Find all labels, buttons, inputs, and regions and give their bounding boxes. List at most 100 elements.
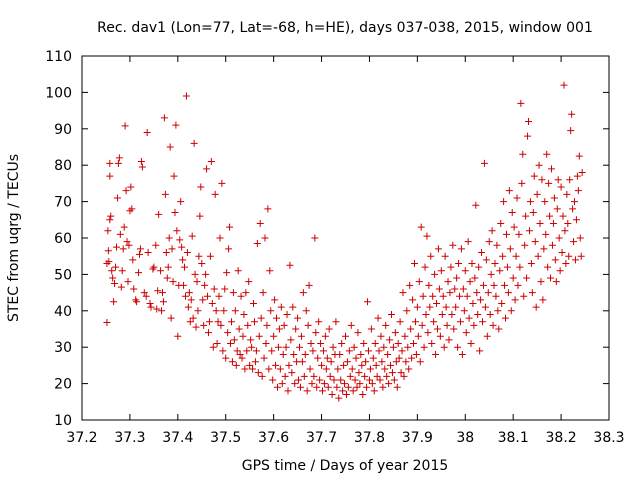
data-point [205,318,213,326]
data-point [322,365,330,373]
data-point [142,292,150,300]
data-point [177,198,185,206]
x-tick-label: 37.6 [258,430,289,446]
data-point [393,383,401,391]
data-point [502,230,510,238]
data-point [211,190,219,198]
data-point [538,176,546,184]
data-point [361,372,369,380]
data-point [352,354,360,362]
data-point [191,270,199,278]
data-point [166,143,174,151]
data-point [165,234,173,242]
data-point [479,281,487,289]
data-point [493,241,501,249]
data-point [574,187,582,195]
data-point [123,238,131,246]
data-point [257,314,265,322]
data-point [329,343,337,351]
data-point [505,187,513,195]
data-point [104,227,112,235]
data-point [514,281,522,289]
data-point [113,194,121,202]
data-point [478,249,486,257]
data-point [359,391,367,399]
data-point [214,318,222,326]
data-point [552,278,560,286]
data-point [495,325,503,333]
data-point [523,274,531,282]
chart-title: Rec. dav1 (Lon=77, Lat=-68, h=HE), days … [97,20,593,36]
data-point [525,227,533,235]
data-point [491,259,499,267]
data-point [261,234,269,242]
data-point [480,159,488,167]
y-axis-title: STEC from uqrg / TECUs [6,154,22,322]
data-point [222,354,230,362]
data-point [135,250,143,258]
data-point [127,183,135,191]
data-point [226,223,234,231]
data-point [149,265,157,273]
data-point [434,245,442,253]
data-point [305,281,313,289]
x-tick-label: 38.1 [498,430,529,446]
data-point [420,343,428,351]
data-point [489,321,497,329]
data-point [503,263,511,271]
data-point [160,114,168,122]
data-point [560,81,568,89]
data-point [570,238,578,246]
data-point [367,325,375,333]
data-point [159,298,167,306]
data-point [356,380,364,388]
data-point [116,230,124,238]
data-point [334,365,342,373]
data-point [106,159,114,167]
data-point [192,323,200,331]
data-point [472,201,480,209]
data-point [245,278,253,286]
data-point [173,227,181,235]
data-point [577,252,585,260]
data-point [215,292,223,300]
data-point [234,267,242,275]
data-point [385,380,393,388]
data-point [422,310,430,318]
x-tick-label: 37.4 [162,430,193,446]
data-point [448,310,456,318]
data-point [545,179,553,187]
data-point [418,321,426,329]
data-point [546,212,554,220]
data-point [251,358,259,366]
data-point [496,267,504,275]
data-point [446,289,454,297]
data-point [399,289,407,297]
data-point [512,252,520,260]
data-point [389,343,397,351]
plot-frame [81,55,610,421]
data-point [456,318,464,326]
data-point [528,289,536,297]
data-point [236,350,244,358]
data-point [578,168,586,176]
data-point [306,365,314,373]
x-tick-label: 38 [456,430,474,446]
data-point [207,158,215,166]
data-point [365,376,373,384]
data-point [143,128,151,136]
data-point [277,303,285,311]
data-point [289,303,297,311]
data-point [414,332,422,340]
data-point [292,325,300,333]
data-point [553,205,561,213]
data-point [231,307,239,315]
data-point [452,303,460,311]
data-point [575,152,583,160]
data-point [543,150,551,158]
data-point [158,289,166,297]
data-point [375,347,383,355]
data-point [247,336,255,344]
data-point [351,376,359,384]
data-point [400,372,408,380]
